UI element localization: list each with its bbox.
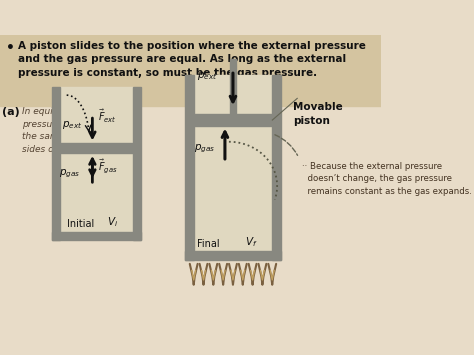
- Bar: [230, 59, 236, 114]
- Text: $p_{ext}$: $p_{ext}$: [197, 70, 217, 82]
- Text: (a): (a): [2, 107, 20, 117]
- Text: $p_{gas}$: $p_{gas}$: [59, 168, 80, 180]
- Bar: [52, 232, 141, 240]
- Text: Final: Final: [197, 239, 219, 248]
- Bar: [273, 75, 281, 260]
- Text: $p_{ext}$: $p_{ext}$: [62, 119, 82, 131]
- Bar: [0, 35, 381, 105]
- Text: $\vec{F}_{gas}$: $\vec{F}_{gas}$: [98, 158, 118, 175]
- Text: A piston slides to the position where the external pressure
and the gas pressure: A piston slides to the position where th…: [18, 40, 365, 78]
- Text: $V_f$: $V_f$: [245, 235, 257, 248]
- Bar: [60, 87, 133, 232]
- Text: $\vec{F}_{ext}$: $\vec{F}_{ext}$: [98, 108, 117, 125]
- Bar: [52, 87, 60, 240]
- Text: ·· Because the external pressure
  doesn’t change, the gas pressure
  remains co: ·· Because the external pressure doesn’t…: [302, 162, 472, 196]
- Bar: [193, 114, 273, 126]
- Bar: [185, 75, 193, 260]
- Bar: [193, 75, 273, 251]
- Text: Initial: Initial: [67, 219, 94, 229]
- Text: $p_{gas}$: $p_{gas}$: [194, 142, 216, 154]
- Bar: [133, 87, 141, 240]
- Bar: [60, 143, 133, 153]
- Text: Movable
piston: Movable piston: [293, 102, 343, 126]
- Bar: [185, 251, 281, 260]
- Text: •: •: [7, 41, 15, 55]
- Text: $V_i$: $V_i$: [107, 215, 118, 229]
- Text: In equilibrium,
pressure must be
the same on both
sides of the piston.: In equilibrium, pressure must be the sam…: [22, 107, 109, 154]
